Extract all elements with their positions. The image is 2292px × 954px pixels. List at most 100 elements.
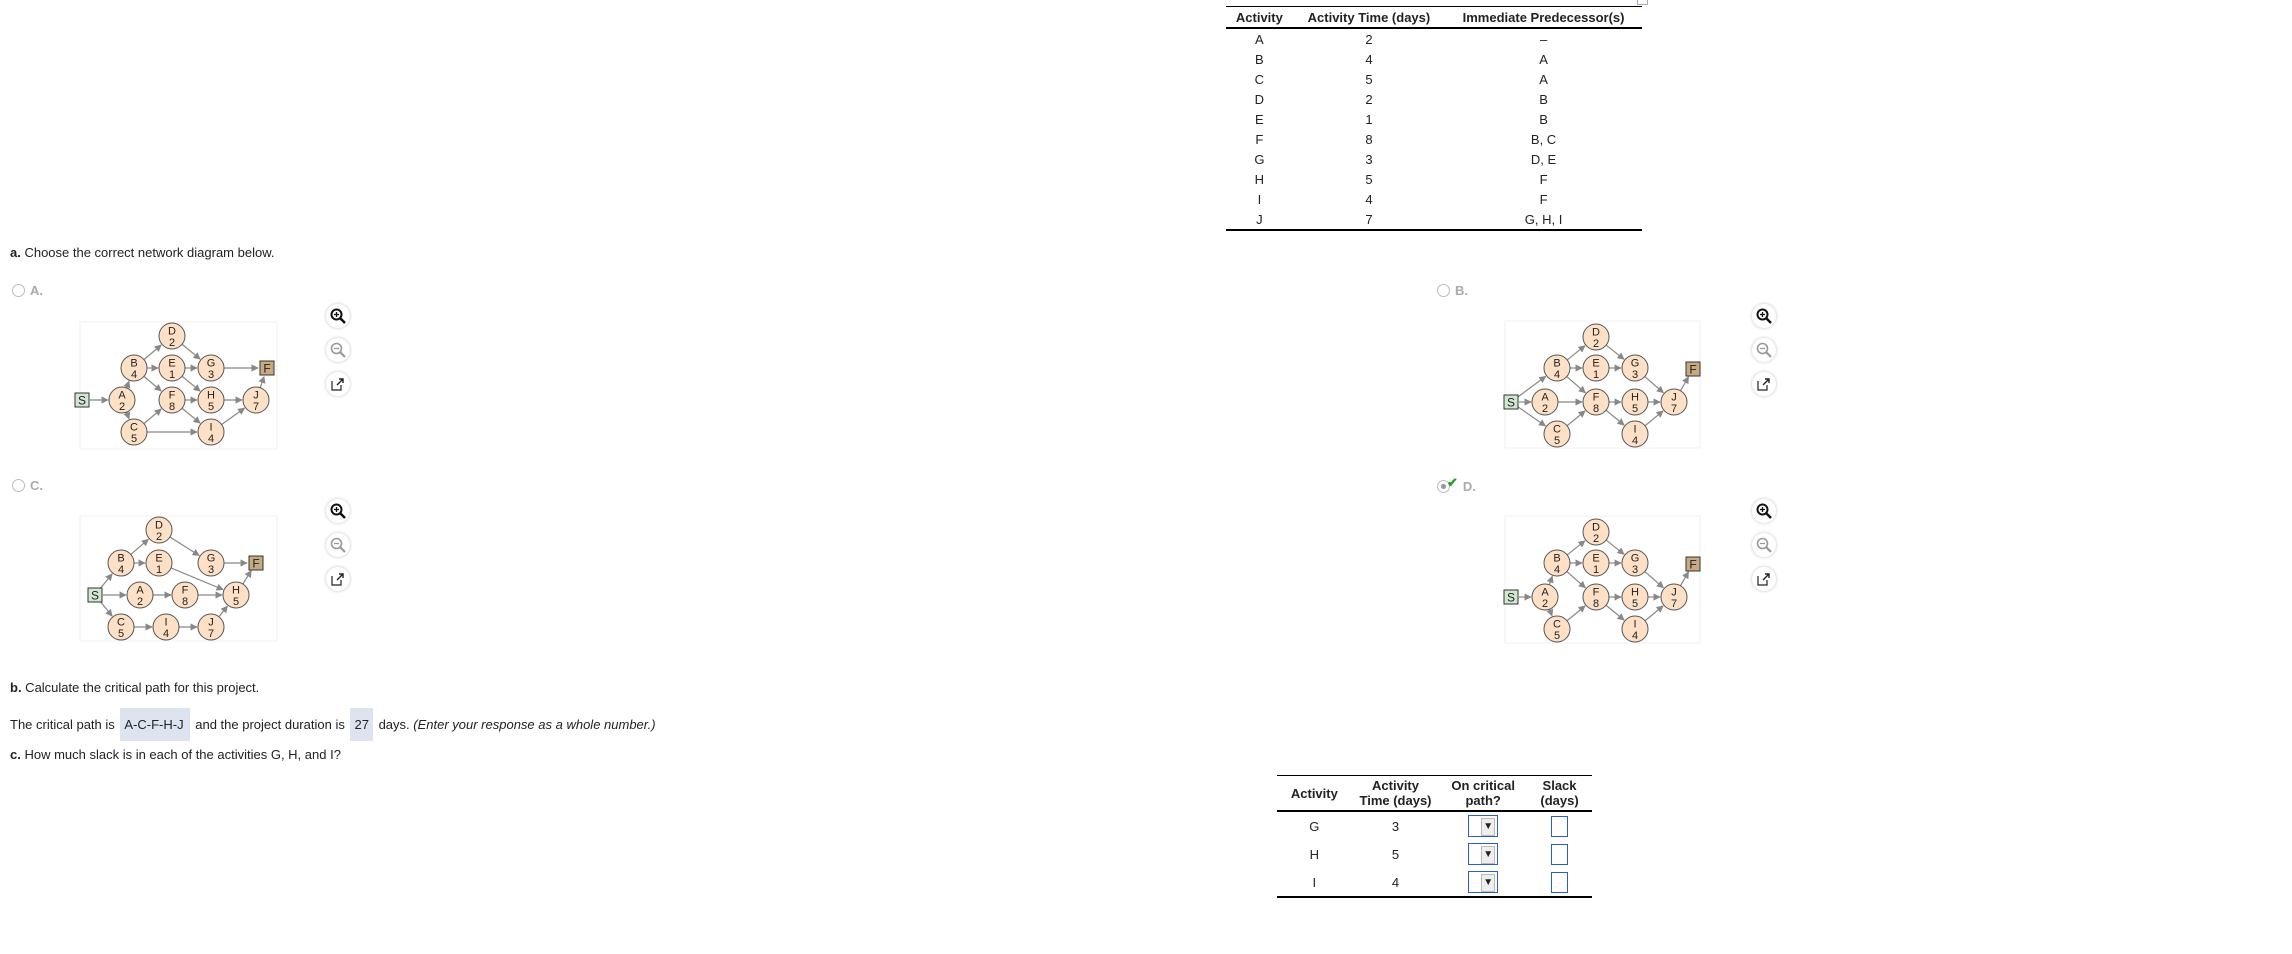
edge-D-G — [181, 343, 201, 360]
svg-text:C: C — [130, 422, 138, 434]
slack-input-g[interactable] — [1551, 815, 1569, 837]
svg-text:H: H — [1631, 392, 1639, 404]
table-row: E 1 B — [1226, 109, 1642, 129]
activity-node-C: C5 — [107, 613, 135, 641]
svg-text:I: I — [1633, 619, 1636, 631]
svg-text:F: F — [1593, 392, 1600, 404]
svg-text:7: 7 — [1671, 403, 1677, 415]
svg-text:5: 5 — [118, 628, 124, 640]
edge-C-F — [1566, 410, 1586, 427]
svg-text:2: 2 — [1542, 403, 1548, 415]
option-c[interactable]: C. — [12, 478, 43, 493]
table-row: D 2 B — [1226, 89, 1642, 109]
edge-D-G — [1605, 539, 1625, 555]
svg-text:1: 1 — [1593, 564, 1599, 576]
svg-text:7: 7 — [253, 401, 259, 413]
zoom-in-icon[interactable] — [326, 499, 350, 523]
svg-text:A: A — [1541, 392, 1549, 404]
finish-node: F — [259, 360, 275, 376]
finish-node: F — [1685, 361, 1701, 377]
table-row: A 2 – — [1226, 28, 1642, 49]
svg-text:C: C — [117, 617, 125, 629]
on-critical-path-select-g[interactable]: ▼ — [1468, 815, 1499, 837]
project-duration-input[interactable]: 27 — [350, 708, 373, 741]
activity-node-C: C5 — [1543, 420, 1571, 448]
on-critical-path-select-h[interactable]: ▼ — [1468, 843, 1499, 865]
on-critical-path-select-i[interactable]: ▼ — [1468, 871, 1499, 893]
open-external-icon[interactable] — [326, 567, 350, 591]
activity-node-E: E1 — [1582, 549, 1610, 577]
option-d-label: D. — [1462, 478, 1476, 494]
zoom-in-icon[interactable] — [326, 304, 350, 328]
table-row: G 3 D, E — [1226, 149, 1642, 169]
column-header: On critical path? — [1439, 775, 1528, 812]
activity-node-C: C5 — [1543, 615, 1571, 643]
svg-text:D: D — [168, 326, 176, 338]
table-row: I 4 ▼ — [1277, 868, 1592, 897]
zoom-out-icon[interactable] — [1752, 533, 1776, 557]
svg-text:I: I — [209, 422, 212, 434]
svg-text:4: 4 — [1554, 369, 1560, 381]
radio-option-a[interactable] — [12, 284, 25, 297]
table-row: H 5 F — [1226, 169, 1642, 189]
dropdown-arrow-icon[interactable]: ▼ — [1481, 846, 1496, 864]
svg-text:J: J — [253, 390, 259, 402]
slack-input-h[interactable] — [1551, 843, 1569, 865]
svg-text:S: S — [78, 394, 86, 408]
zoom-in-icon[interactable] — [1752, 499, 1776, 523]
dropdown-arrow-icon[interactable]: ▼ — [1481, 818, 1496, 836]
time-cell: 5 — [1365, 171, 1373, 187]
activity-cell: G — [1254, 151, 1265, 167]
zoom-out-icon[interactable] — [1752, 338, 1776, 362]
predecessor-cell: F — [1539, 171, 1548, 187]
activity-cell: B — [1255, 51, 1264, 67]
svg-text:2: 2 — [1593, 533, 1599, 545]
edge-B-F — [143, 375, 162, 392]
svg-text:H: H — [207, 390, 215, 402]
svg-text:5: 5 — [1554, 630, 1560, 642]
part-b-answer-line: The critical path is A-C-F-H-J and the p… — [10, 708, 656, 741]
svg-text:8: 8 — [182, 596, 188, 608]
svg-text:S: S — [1507, 591, 1515, 605]
table-popout-icon[interactable] — [1637, 0, 1648, 5]
edge-S-C — [1517, 406, 1547, 427]
radio-option-c[interactable] — [12, 479, 25, 492]
slack-input-i[interactable] — [1551, 871, 1569, 893]
open-external-icon[interactable] — [1752, 372, 1776, 396]
radio-option-d-selected[interactable] — [1437, 479, 1450, 493]
column-header: Immediate Predecessor(s) — [1445, 6, 1642, 29]
activity-cell: I — [1312, 874, 1317, 890]
critical-path-input[interactable]: A-C-F-H-J — [120, 708, 190, 741]
option-a[interactable]: A. — [12, 283, 43, 298]
activity-cell: C — [1254, 71, 1265, 87]
table-row: G 3 ▼ — [1277, 811, 1592, 840]
radio-option-b[interactable] — [1437, 284, 1450, 297]
zoom-out-icon[interactable] — [326, 533, 350, 557]
activity-node-I: I4 — [1621, 420, 1649, 448]
open-external-icon[interactable] — [326, 372, 350, 396]
part-c-prefix: c. — [10, 747, 21, 762]
activity-node-G: G3 — [1621, 354, 1649, 382]
open-external-icon[interactable] — [1752, 567, 1776, 591]
option-b[interactable]: B. — [1437, 283, 1468, 298]
svg-text:F: F — [169, 390, 176, 402]
svg-text:G: G — [1631, 553, 1640, 565]
start-node: S — [1503, 394, 1519, 410]
predecessor-cell: A — [1539, 51, 1548, 67]
zoom-in-icon[interactable] — [1752, 304, 1776, 328]
dropdown-arrow-icon[interactable]: ▼ — [1481, 874, 1496, 892]
svg-text:F: F — [182, 585, 189, 597]
activity-node-A: A2 — [108, 386, 136, 414]
zoom-out-icon[interactable] — [326, 338, 350, 362]
option-d[interactable]: ✔ D. — [1437, 475, 1476, 494]
activity-node-I: I4 — [152, 613, 180, 641]
svg-text:5: 5 — [131, 433, 137, 445]
svg-text:C: C — [1553, 424, 1561, 436]
slack-table-header-row: Activity Activity Time (days) On critica… — [1277, 775, 1592, 812]
edge-S-C — [99, 600, 113, 617]
svg-text:I: I — [164, 617, 167, 629]
svg-text:S: S — [1507, 396, 1515, 410]
svg-text:F: F — [1689, 558, 1696, 572]
